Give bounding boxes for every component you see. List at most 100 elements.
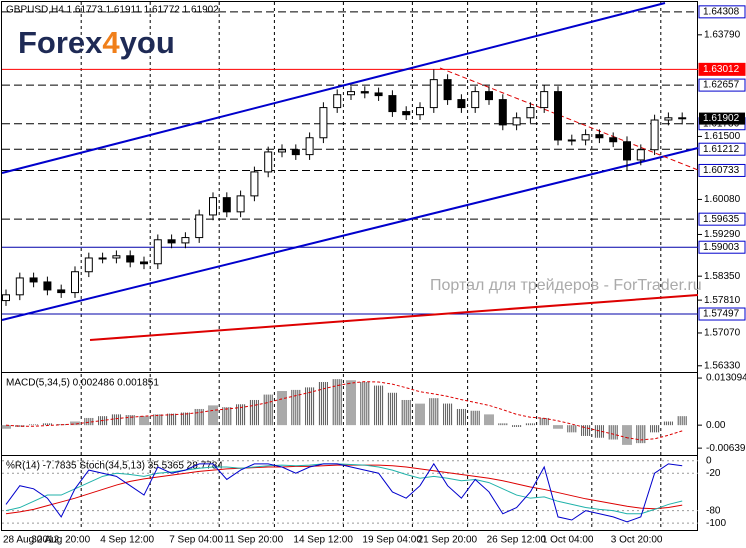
level-label: 1.57497 (703, 309, 740, 320)
logo: Forex4you (18, 25, 175, 60)
y-tick-label: 1.57810 (704, 295, 741, 306)
level-label-box (698, 212, 746, 226)
x-tick-label: 4 Sep 12:00 (100, 535, 154, 546)
candle-body (250, 171, 259, 197)
candle-body (374, 92, 383, 97)
indicator-label: MACD(5,34,5) 0.002486 0.001851 (6, 378, 159, 389)
candle-body (471, 91, 480, 109)
bid-box (699, 112, 745, 125)
candle-body (15, 277, 24, 296)
trend-line (89, 294, 699, 341)
level-label-box (698, 62, 746, 76)
candle-body (222, 197, 231, 213)
candle-body (305, 137, 314, 156)
candle-body (43, 281, 52, 291)
trend-line (1, 2, 666, 174)
candle-body (443, 79, 452, 101)
candle-body (84, 257, 93, 273)
y-tick-label: -100 (706, 518, 726, 529)
candle-body (402, 111, 411, 116)
x-tick-label: 28 Aug 2012 (3, 535, 60, 546)
candle-body (29, 277, 38, 283)
candle-body (360, 91, 369, 94)
level-label-box (698, 240, 746, 254)
level-label-box (698, 307, 746, 321)
candle-body (126, 255, 135, 263)
level-label-box (698, 5, 746, 19)
y-tick-label: -80 (706, 505, 721, 516)
watermark: Портал для трейдеров - ForTrader.ru (430, 277, 702, 294)
x-tick-label: 14 Sep 12:00 (293, 535, 353, 546)
y-tick-label: 0.013094 (706, 373, 746, 384)
candle-body (167, 239, 176, 244)
candle-body (623, 141, 631, 161)
indicator-label: %R(14) -7.7835 Stoch(34,5,13) 35.5365 28… (6, 461, 223, 472)
candle-body (264, 151, 273, 173)
candle-body (457, 99, 466, 109)
level-label: 1.61212 (703, 144, 740, 155)
candle-body (664, 117, 673, 121)
level-label-box (698, 78, 746, 92)
candle-body (650, 119, 659, 151)
y-tick-label: -20 (706, 468, 721, 479)
x-tick-label: 30 Aug 20:00 (31, 535, 90, 546)
x-tick-label: 7 Sep 04:00 (169, 535, 223, 546)
candle-body (291, 149, 300, 156)
y-tick-label: 1.60080 (704, 194, 741, 205)
candle-body (236, 195, 245, 213)
candle-body (98, 257, 107, 260)
candle-body (429, 79, 438, 109)
candle-body (512, 117, 521, 126)
candle-body (278, 149, 286, 153)
y-tick-label: 1.58350 (704, 271, 741, 282)
candle-body (140, 261, 148, 265)
candle-body (71, 271, 79, 294)
candle-body (153, 239, 162, 265)
y-tick-label: 1.63790 (704, 29, 741, 40)
candle-body (112, 255, 121, 259)
level-label: 1.59003 (703, 242, 740, 253)
candle-body (609, 137, 618, 143)
trend-line (1, 147, 699, 321)
y-tick-label: -0.00639 (706, 443, 746, 454)
wpr-line (5, 462, 683, 523)
level-label-box (698, 142, 746, 156)
chart-title: GBPUSD,H4 1.61773 1.61911 1.61772 1.6190… (6, 5, 219, 16)
candle-body (333, 94, 342, 109)
candle-body (416, 107, 424, 116)
candle-body (498, 99, 507, 126)
candle-body (595, 134, 604, 139)
level-label: 1.64308 (703, 6, 740, 17)
level-label: 1.63012 (703, 64, 740, 75)
candle-body (554, 91, 562, 141)
candle-body (485, 91, 493, 101)
plot-frame (1, 1, 698, 531)
candle-body (636, 149, 645, 161)
x-tick-label: 1 Oct 04:00 (542, 535, 594, 546)
candle-body (2, 294, 10, 302)
candle-body (540, 91, 549, 109)
candle-body (209, 197, 217, 216)
candle-body (347, 91, 355, 96)
x-tick-label: 19 Sep 04:00 (362, 535, 422, 546)
candle-body (388, 95, 397, 113)
y-tick-label: 0.00 (706, 420, 726, 431)
y-tick-label: 1.56330 (704, 360, 741, 371)
x-tick-label: 3 Oct 20:00 (611, 535, 663, 546)
level-label: 1.60733 (703, 165, 740, 176)
bid-label: 1.61902 (703, 113, 740, 124)
candle-body (57, 289, 66, 294)
level-label: 1.62657 (703, 80, 740, 91)
x-tick-label: 21 Sep 20:00 (418, 535, 478, 546)
y-tick-label: 0 (706, 455, 712, 466)
trend-line (439, 67, 699, 171)
candle-body (181, 237, 190, 244)
y-tick-label: 1.59290 (704, 229, 741, 240)
macd-signal (5, 381, 683, 441)
candle-body (678, 117, 687, 120)
candle-body (567, 139, 576, 142)
candle-body (195, 214, 204, 239)
x-tick-label: 26 Sep 12:00 (487, 535, 547, 546)
x-tick-label: 11 Sep 20:00 (224, 535, 283, 546)
